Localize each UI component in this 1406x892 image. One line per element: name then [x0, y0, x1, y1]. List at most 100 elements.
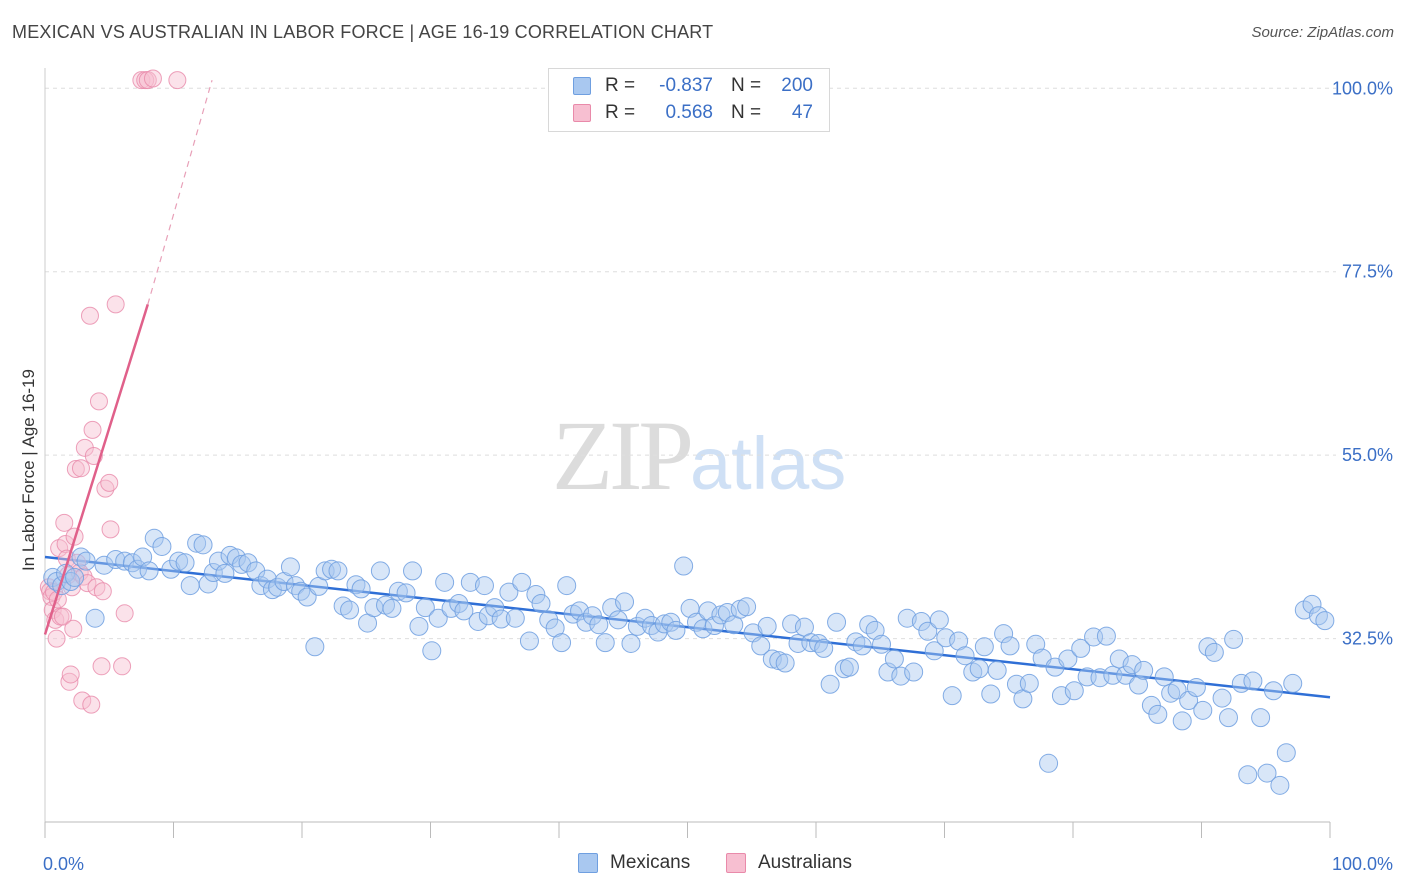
mexicans-point	[621, 633, 641, 653]
mexicans-point	[232, 554, 252, 574]
mexicans-point	[1218, 708, 1238, 728]
mexicans-point	[161, 559, 181, 579]
legend-n-label: N =	[731, 102, 762, 123]
mexicans-point	[1096, 626, 1116, 646]
y-axis-label: In Labor Force | Age 16-19	[19, 369, 38, 571]
mexicans-point	[208, 551, 228, 571]
mexicans-point	[929, 610, 949, 630]
mexicans-point	[1172, 711, 1192, 731]
mexicans-point	[693, 619, 713, 639]
legend-label-mexicans: Mexicans	[610, 852, 691, 873]
source-credit: Source: ZipAtlas.com	[1251, 24, 1394, 41]
mexicans-point	[635, 608, 655, 628]
mexicans-point	[942, 686, 962, 706]
mexicans-point	[865, 620, 885, 640]
mexicans-point	[396, 583, 416, 603]
y-tick-label: 32.5%	[1342, 629, 1393, 649]
mexicans-point	[1122, 655, 1142, 675]
mexicans-point	[169, 551, 189, 571]
mexicans-point	[1134, 660, 1154, 680]
mexicans-point	[305, 637, 325, 657]
chart-title: MEXICAN VS AUSTRALIAN IN LABOR FORCE | A…	[12, 22, 714, 42]
mexicans-point	[852, 636, 872, 656]
mexicans-point	[468, 611, 488, 631]
mexicans-point	[762, 649, 782, 669]
mexicans-point	[872, 634, 892, 654]
mexicans-point	[1243, 671, 1263, 691]
australians-point	[143, 69, 162, 88]
y-tick-label: 100.0%	[1332, 78, 1393, 98]
mexicans-point	[454, 601, 474, 621]
mexicans-point	[751, 636, 771, 656]
australians-point	[93, 582, 112, 601]
australians-point	[80, 306, 99, 325]
mexicans-point	[474, 576, 494, 596]
legend-r-label: R =	[605, 75, 636, 96]
mexicans-point	[1129, 675, 1149, 695]
australians-points	[39, 69, 187, 714]
y-tick-label: 55.0%	[1342, 445, 1393, 465]
legend-n-label: N =	[731, 75, 762, 96]
x-tick-label: 0.0%	[43, 854, 84, 874]
mexicans-point	[602, 598, 622, 618]
mexicans-point	[139, 561, 159, 581]
mexicans-point	[891, 666, 911, 686]
mexicans-point	[1270, 775, 1290, 795]
australians-point	[101, 520, 120, 539]
mexicans-point	[1251, 708, 1271, 728]
mexicans-point	[1116, 665, 1136, 685]
australians-point	[60, 672, 79, 691]
watermark-atlas: atlas	[690, 422, 847, 505]
mexicans-point	[552, 633, 572, 653]
legend-item-australians[interactable]: Australians	[726, 852, 852, 874]
australians-point	[106, 295, 125, 314]
mexicans-point	[175, 553, 195, 573]
mexicans-point	[76, 551, 96, 571]
legend-item-mexicans[interactable]: Mexicans	[578, 852, 690, 874]
mexicans-point	[122, 553, 142, 573]
mexicans-point	[897, 608, 917, 628]
mexicans-point	[1109, 649, 1129, 669]
mexicans-point	[994, 624, 1014, 644]
mexicans-point	[904, 662, 924, 682]
mexicans-point	[415, 598, 435, 618]
mexicans-point	[1019, 673, 1039, 693]
mexicans-point	[422, 641, 442, 661]
mexicans-point	[1186, 677, 1206, 697]
mexicans-point	[704, 616, 724, 636]
mexicans-point	[180, 576, 200, 596]
mexicans-point	[1212, 688, 1232, 708]
mexicans-point	[280, 557, 300, 577]
australians-point	[55, 513, 74, 532]
australians-point	[100, 473, 119, 492]
mexicans-point	[382, 598, 402, 618]
y-tick-label: 77.5%	[1342, 262, 1393, 282]
tick-labels: 32.5% 55.0% 77.5% 100.0% 0.0% 100.0%	[43, 78, 1393, 874]
mexicans-point	[499, 582, 519, 602]
mexicans-point	[674, 556, 694, 576]
legend-swatch-mexicans	[578, 853, 598, 873]
mexicans-point	[65, 567, 85, 587]
mexicans-point	[351, 579, 371, 599]
mexicans-point	[801, 633, 821, 653]
mexicans-point	[974, 637, 994, 657]
australians-point	[92, 657, 111, 676]
australians-trend-extension	[147, 79, 213, 305]
mexicans-point	[969, 659, 989, 679]
mexicans-point	[782, 614, 802, 634]
legend-swatch-mexicans	[573, 77, 591, 95]
australians-point	[89, 392, 108, 411]
mexicans-point	[1224, 629, 1244, 649]
mexicans-point	[409, 616, 429, 636]
mexicans-point	[608, 610, 628, 630]
mexicans-point	[388, 581, 408, 601]
mexicans-point	[1039, 753, 1059, 773]
mexicans-point	[485, 598, 505, 618]
mexicans-point	[526, 585, 546, 605]
mexicans-point	[827, 612, 847, 632]
mexicans-point	[531, 594, 551, 614]
australians-point	[73, 691, 92, 710]
mexicans-point	[924, 641, 944, 661]
mexicans-point	[615, 592, 635, 612]
mexicans-point	[1231, 673, 1251, 693]
